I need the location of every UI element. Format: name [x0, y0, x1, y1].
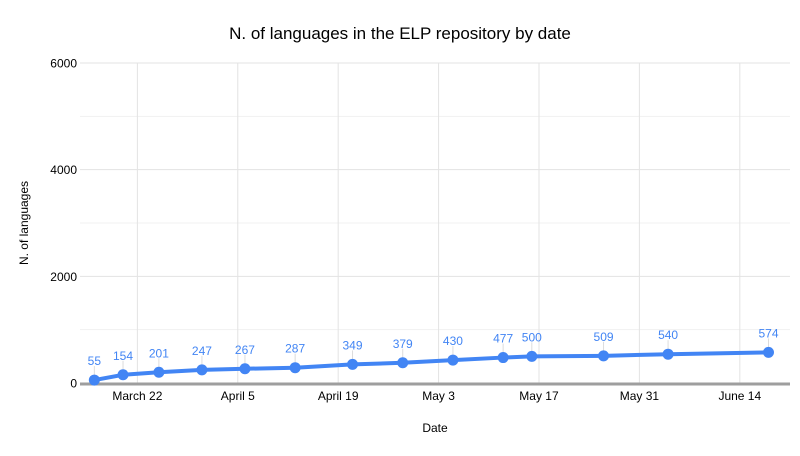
x-axis-title: Date: [422, 421, 448, 435]
y-tick-label: 2000: [50, 270, 77, 284]
x-tick-label: May 31: [620, 389, 660, 403]
y-axis-title: N. of languages: [17, 181, 31, 265]
data-point-label: 379: [393, 337, 413, 351]
y-tick-label: 4000: [50, 163, 77, 177]
x-tick-label: May 3: [422, 389, 455, 403]
data-point: [289, 362, 301, 374]
axis-layer: 0 2000 4000 6000 March 22 April 5 April 19 May …: [50, 57, 790, 403]
data-point-label: 154: [113, 349, 133, 363]
data-point-label: 430: [443, 334, 463, 348]
data-point: [88, 374, 100, 386]
data-point-label: 477: [493, 332, 513, 346]
data-point-label: 247: [192, 344, 212, 358]
data-point: [239, 363, 251, 375]
x-tick-label: June 14: [718, 389, 761, 403]
data-point: [662, 348, 674, 360]
data-point: [497, 352, 509, 364]
chart-title: N. of languages in the ELP repository by…: [229, 24, 571, 43]
data-point: [526, 350, 538, 362]
x-tick-label: May 17: [519, 389, 559, 403]
data-point: [447, 354, 459, 366]
x-tick-label: March 22: [112, 389, 162, 403]
data-point-label: 500: [522, 330, 542, 344]
data-point-label: 55: [88, 354, 102, 368]
gridlines: [80, 62, 790, 383]
data-point-label: 201: [149, 346, 169, 360]
data-point: [762, 346, 774, 358]
data-point: [598, 350, 610, 362]
data-point: [153, 366, 165, 378]
data-point: [117, 369, 129, 381]
x-axis-line: [80, 382, 790, 386]
data-point-label: 574: [758, 326, 778, 340]
data-point: [196, 364, 208, 376]
series-line: [92, 350, 771, 383]
data-point: [347, 358, 359, 370]
y-tick-label: 6000: [50, 57, 77, 71]
data-point-label: 540: [658, 328, 678, 342]
x-tick-label: April 19: [318, 389, 359, 403]
x-tick-label: April 5: [221, 389, 255, 403]
data-point-label: 509: [594, 330, 614, 344]
data-point: [397, 357, 409, 369]
data-point-label: 287: [285, 342, 305, 356]
y-tick-label: 0: [70, 377, 77, 391]
data-point-label: 267: [235, 343, 255, 357]
data-point-label: 349: [343, 338, 363, 352]
line-series: 55 154 201 247 267 287 349 379 430 477 500 509 540 57…: [88, 326, 779, 386]
